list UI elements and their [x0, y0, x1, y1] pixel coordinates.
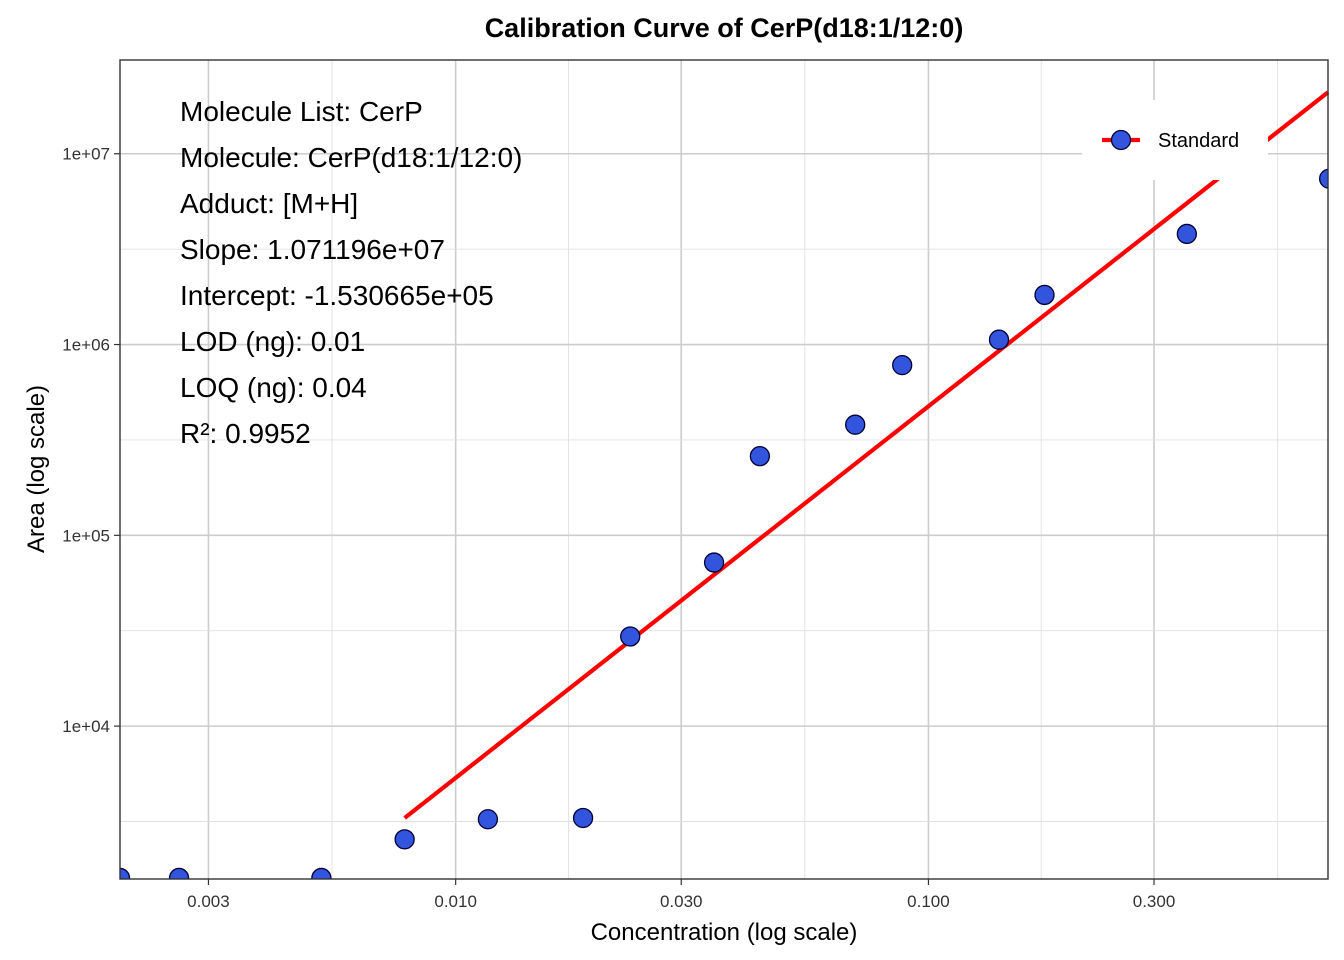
y-tick-label: 1e+06 — [62, 336, 110, 355]
annotation-line: LOD (ng): 0.01 — [180, 326, 365, 357]
legend-label: Standard — [1158, 130, 1239, 152]
y-tick-label: 1e+04 — [62, 717, 110, 736]
legend-point-key — [1110, 129, 1132, 151]
data-point — [620, 626, 641, 647]
annotation-line: LOQ (ng): 0.04 — [180, 372, 367, 403]
annotation-line: Molecule List: CerP — [180, 96, 423, 127]
x-tick-label: 0.100 — [907, 892, 950, 911]
data-point — [394, 829, 415, 850]
x-tick-label: 0.010 — [434, 892, 477, 911]
annotation-line: Molecule: CerP(d18:1/12:0) — [180, 142, 522, 173]
data-point — [845, 414, 866, 435]
y-tick-label: 1e+07 — [62, 145, 110, 164]
data-point — [311, 867, 332, 879]
annotation-line: Intercept: -1.530665e+05 — [180, 280, 494, 311]
data-point — [1319, 168, 1328, 189]
legend: Standard — [1082, 100, 1268, 180]
plot-panel-border — [119, 59, 1329, 880]
data-point — [572, 807, 594, 829]
y-axis-ticks: 1e+04 1e+05 1e+06 1e+07 — [62, 145, 120, 736]
data-point — [749, 446, 771, 467]
data-points-layer — [120, 168, 1328, 879]
data-point — [988, 329, 1010, 350]
x-tick-label: 0.003 — [187, 892, 230, 911]
data-point — [168, 867, 190, 879]
gridlines — [120, 60, 1328, 879]
fit-line-layer — [403, 90, 1330, 820]
x-tick-label: 0.300 — [1133, 892, 1176, 911]
fit-line — [403, 90, 1330, 820]
data-point — [703, 552, 725, 573]
data-point — [120, 867, 131, 879]
data-point — [477, 809, 499, 830]
x-tick-label: 0.030 — [660, 892, 703, 911]
y-tick-label: 1e+05 — [62, 526, 110, 545]
annotation-line: Adduct: [M+H] — [180, 188, 358, 219]
data-point — [1176, 223, 1197, 245]
annotation-line: R²: 0.9952 — [180, 418, 311, 449]
data-point — [1034, 284, 1055, 306]
x-axis-label: Concentration (log scale) — [591, 919, 858, 946]
annotation-line: Slope: 1.071196e+07 — [180, 234, 445, 265]
x-axis-ticks: 0.003 0.010 0.030 0.100 0.300 — [187, 879, 1175, 911]
y-axis-label: Area (log scale) — [23, 385, 50, 553]
data-point — [892, 354, 913, 376]
annotation-block: Molecule List: CerP Molecule: CerP(d18:1/… — [180, 96, 522, 449]
chart-title: Calibration Curve of CerP(d18:1/12:0) — [485, 13, 964, 43]
